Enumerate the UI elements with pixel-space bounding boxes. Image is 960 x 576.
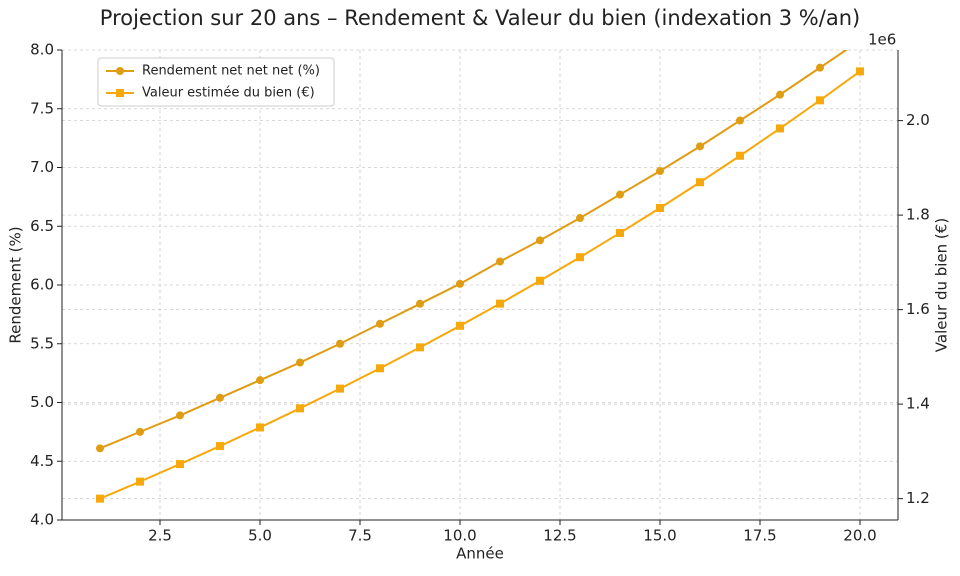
marker [736,116,744,125]
marker [536,236,544,245]
marker [176,460,184,469]
marker [136,427,144,436]
marker [336,384,344,393]
marker [856,67,864,76]
marker [696,142,704,151]
y-tick-label: 4.5 [30,452,54,470]
marker [176,411,184,420]
marker [456,279,464,288]
marker [696,178,704,187]
marker [116,89,124,97]
marker [256,423,264,432]
x-tick-label: 15.0 [643,527,676,545]
marker [296,358,304,367]
marker [616,228,624,237]
x-tick-label: 7.5 [348,527,372,545]
y-tick-label: 4.0 [30,511,54,529]
y2-tick-label: 2.0 [906,111,930,129]
marker [816,96,824,105]
y2-axis-label: Valeur du bien (€) [933,218,951,352]
marker [496,257,504,266]
marker [296,404,304,413]
x-tick-label: 20.0 [843,527,876,545]
series-line [99,50,848,450]
y2-tick-label: 1.4 [906,395,930,413]
marker [216,442,224,451]
y2-tick-label: 1.6 [906,300,930,318]
y-tick-label: 6.0 [30,276,54,294]
marker [496,299,504,308]
marker [416,343,424,352]
y-axis-label: Rendement (%) [7,226,25,343]
y-tick-label: 5.5 [30,334,54,352]
y-tick-label: 7.5 [30,99,54,117]
marker [816,63,824,72]
y2-offset: 1e6 [868,31,896,49]
x-tick-label: 2.5 [148,527,172,545]
marker [736,151,744,160]
marker [776,124,784,133]
x-tick-label: 5.0 [248,527,272,545]
y-tick-label: 7.0 [30,158,54,176]
marker [256,376,264,385]
y-tick-label: 6.5 [30,217,54,235]
marker [576,253,584,262]
legend-box [97,57,335,107]
marker [336,339,344,348]
marker [536,276,544,285]
marker [576,214,584,223]
legend-label: Valeur estimée du bien (€) [142,86,315,101]
x-tick-label: 12.5 [543,527,576,545]
marker [216,393,224,402]
marker [116,67,124,75]
marker [776,90,784,99]
series-line [99,70,861,500]
x-axis-label: Année [456,545,504,563]
x-tick-label: 10.0 [443,527,476,545]
marker [856,37,864,45]
legend-label: Rendement net net net (%) [142,64,320,79]
y-tick-label: 5.0 [30,393,54,411]
marker [376,319,384,328]
marker [656,167,664,176]
marker [616,190,624,199]
y2-tick-label: 1.2 [906,489,930,507]
marker [416,299,424,308]
y-tick-label: 8.0 [30,41,54,59]
marker [96,494,104,503]
x-tick-label: 17.5 [743,527,776,545]
y2-tick-label: 1.8 [906,206,930,224]
marker [96,444,104,453]
chart-title: Projection sur 20 ans – Rendement & Vale… [100,6,860,30]
marker [456,321,464,330]
marker [376,364,384,373]
marker [136,477,144,486]
marker [656,203,664,212]
